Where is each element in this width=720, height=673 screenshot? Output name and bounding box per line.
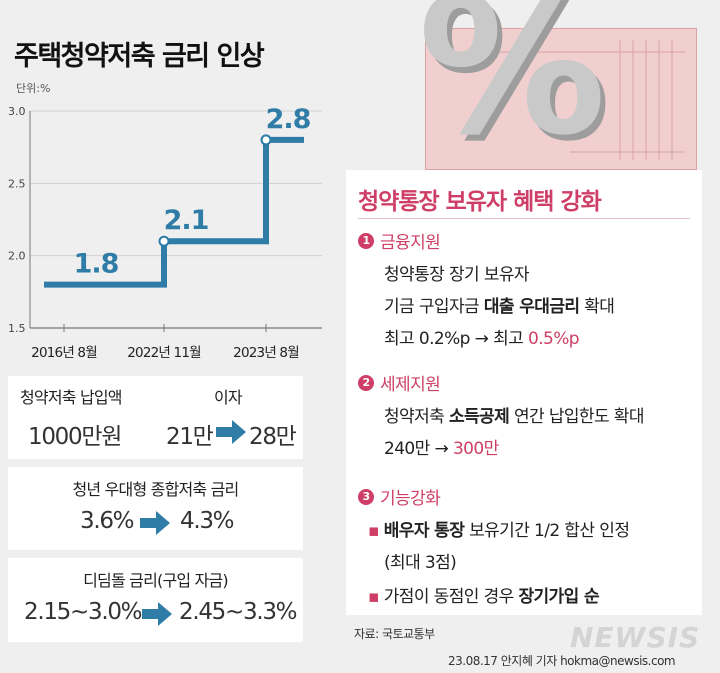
page-title: 주택청약저축 금리 인상 [14,41,265,72]
data-point [260,134,272,146]
unit-label: 단위:% [16,82,51,95]
didimdol-box: 디딤돌 금리(구입 자금) 2.15~3.0% 2.45~3.3% [8,558,303,642]
percent-symbol-icon: % [418,0,607,177]
youth-rate-to: 4.3% [180,508,235,534]
didimdol-rate-from: 2.15~3.0% [24,599,143,625]
didimdol-rate-to: 2.45~3.3% [179,599,298,625]
interest-from: 21만 [166,424,214,450]
right-arrow-icon [142,602,172,626]
tax-line-2: 240만 → 300만 [384,439,499,459]
tax-line-1: 청약저축 소득공제 연간 납입한도 확대 [384,407,644,427]
benefits-panel: 청약통장 보유자 혜택 강화 1 금융지원 청약통장 장기 보유자 기금 구입자… [346,170,702,615]
youth-savings-title: 청년 우대형 종합저축 금리 [72,480,240,499]
deposit-label: 청약저축 납입액 [20,388,123,407]
function-line-1: ▪ 배우자 통장 보유기간 1/2 합산 인정 [368,521,630,541]
data-label: 2.8 [266,104,311,135]
section-title: 금융지원 [380,233,441,253]
deposit-interest-box: 청약저축 납입액 이자 1000만원 21만 28만 [8,376,303,459]
deposit-amount: 1000만원 [28,424,122,450]
youth-rate-from: 3.6% [80,508,135,534]
credit-line: 23.08.17 안지혜 기자 hokma@newsis.com [448,654,676,668]
data-label: 1.8 [74,249,119,280]
financial-line-2: 기금 구입자금 대출 우대금리 확대 [384,297,615,317]
y-tick-label: 2.0 [8,250,26,263]
interest-label: 이자 [214,388,243,407]
number-badge-icon: 2 [358,374,374,391]
youth-savings-box: 청년 우대형 종합저축 금리 3.6% 4.3% [8,467,303,550]
interest-to: 28만 [249,424,297,450]
panel-divider [358,218,690,219]
data-point [158,235,170,247]
data-label: 2.1 [164,205,209,236]
section-tax: 2 세제지원 [358,370,441,395]
y-tick-label: 3.0 [8,105,26,118]
grid-lines-decoration [470,40,685,160]
bullet-icon: ▪ [368,521,380,541]
function-line-3: ▪ 가점이 동점인 경우 장기가입 순 [368,587,600,607]
x-tick-label: 2023년 8월 [233,345,299,361]
y-tick-label: 2.5 [8,177,26,190]
x-tick-label: 2022년 11월 [127,345,201,361]
number-badge-icon: 1 [358,232,374,249]
right-arrow-icon [216,420,246,444]
newsis-logo: NEWSIS [570,621,701,654]
financial-line-1: 청약통장 장기 보유자 [384,265,530,285]
section-title: 세제지원 [380,375,441,395]
y-tick-label: 1.5 [8,322,26,335]
bullet-icon: ▪ [368,587,380,607]
panel-title: 청약통장 보유자 혜택 강화 [358,189,602,215]
source-note: 자료: 국토교통부 [354,627,435,641]
rate-step-chart: 1.5 2.0 2.5 3.0 2016년 8월 2022년 11월 2023년 8월 1.8… [8,104,322,361]
section-financial: 1 금융지원 [358,228,441,253]
number-badge-icon: 3 [358,488,374,505]
series-line [44,136,304,288]
section-title: 기능강화 [380,489,441,509]
section-function: 3 기능강화 [358,484,441,509]
right-arrow-icon [140,511,170,535]
x-tick-label: 2016년 8월 [31,345,97,361]
financial-line-3: 최고 0.2%p → 최고 0.5%p [384,329,580,349]
didimdol-title: 디딤돌 금리(구입 자금) [83,571,229,590]
function-line-2: (최대 3점) [384,553,457,573]
